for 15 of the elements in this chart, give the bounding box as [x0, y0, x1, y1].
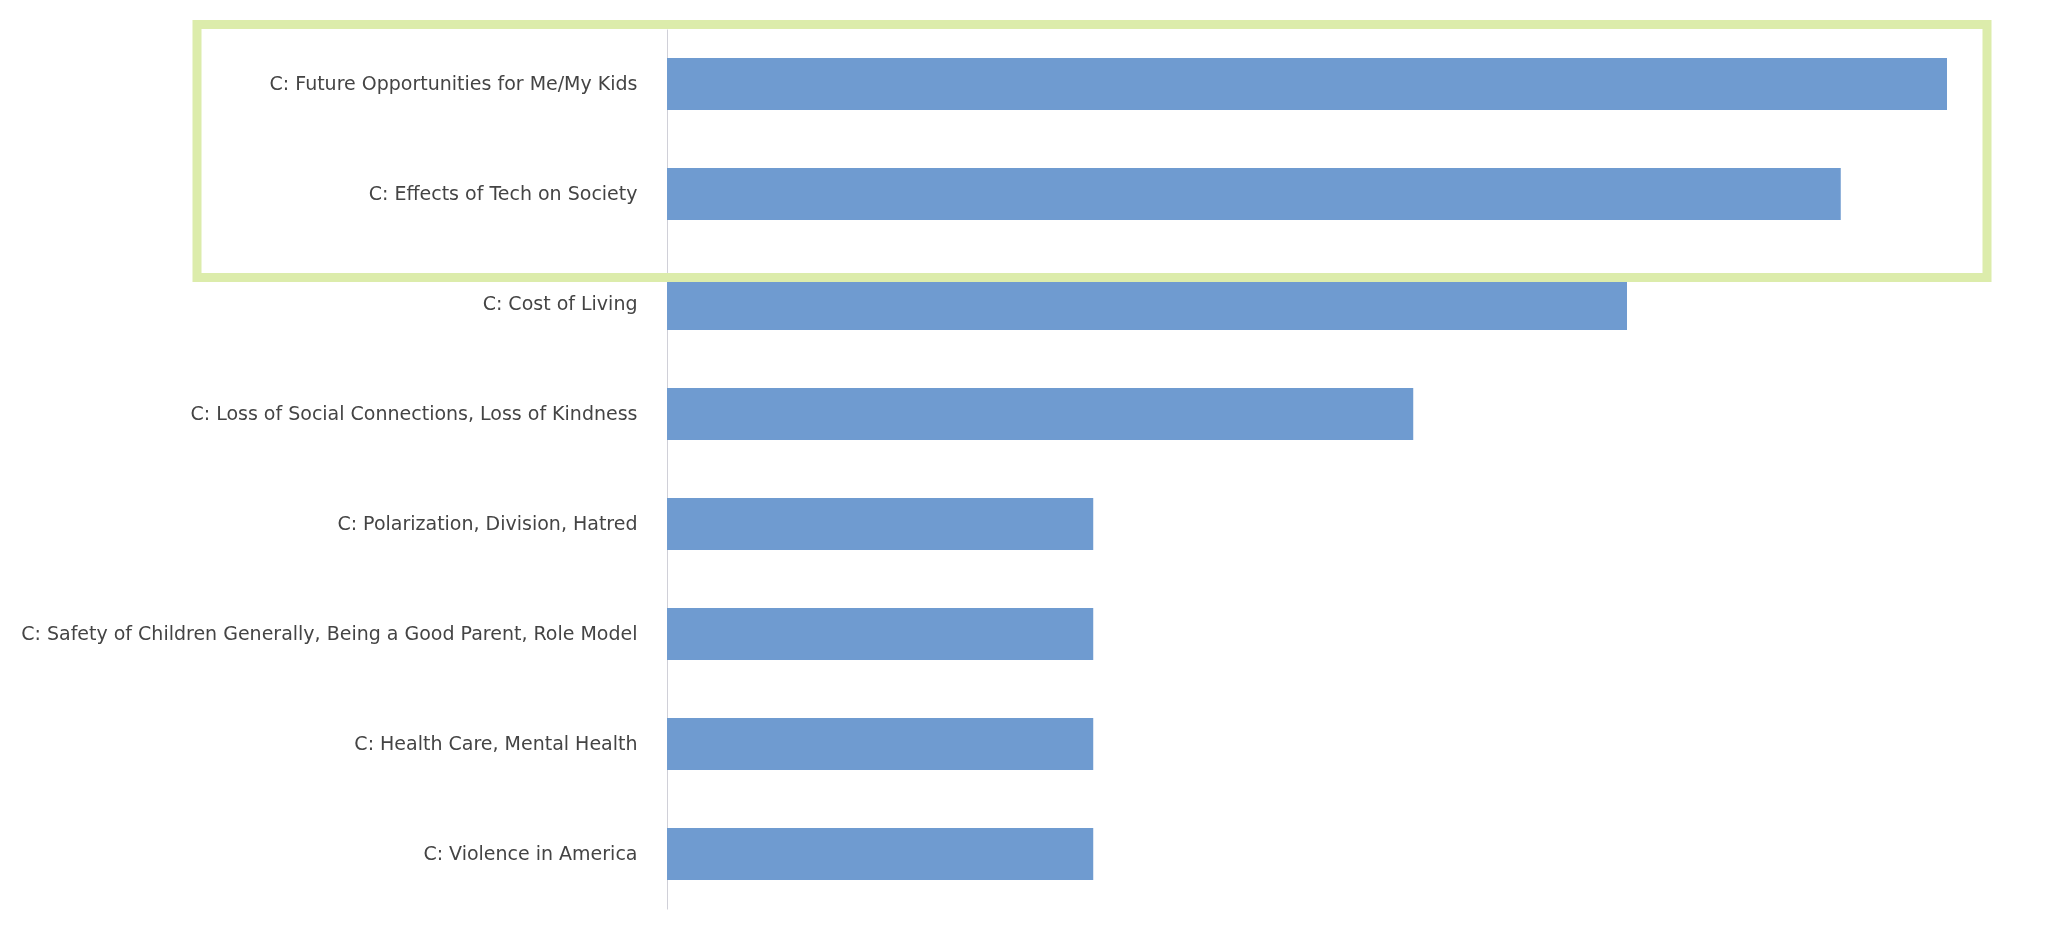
bar: [667, 58, 1947, 110]
bar: [667, 498, 1094, 550]
y-tick-label: C: Safety of Children Generally, Being a Good Parent, Role Model: [21, 622, 638, 644]
bar: [667, 828, 1094, 880]
y-tick-label: C: Violence in America: [423, 842, 638, 864]
y-tick-label: C: Loss of Social Connections, Loss of Kindness: [190, 402, 638, 424]
y-tick-label: C: Polarization, Division, Hatred: [337, 512, 638, 534]
bar: [667, 388, 1414, 440]
y-tick-label: C: Effects of Tech on Society: [368, 182, 638, 204]
bar: [667, 608, 1094, 660]
bar: [667, 718, 1094, 770]
y-tick-label: C: Cost of Living: [482, 292, 638, 314]
bar: [667, 168, 1841, 220]
y-tick-label: C: Health Care, Mental Health: [354, 732, 638, 754]
y-tick-label: C: Future Opportunities for Me/My Kids: [269, 72, 638, 94]
